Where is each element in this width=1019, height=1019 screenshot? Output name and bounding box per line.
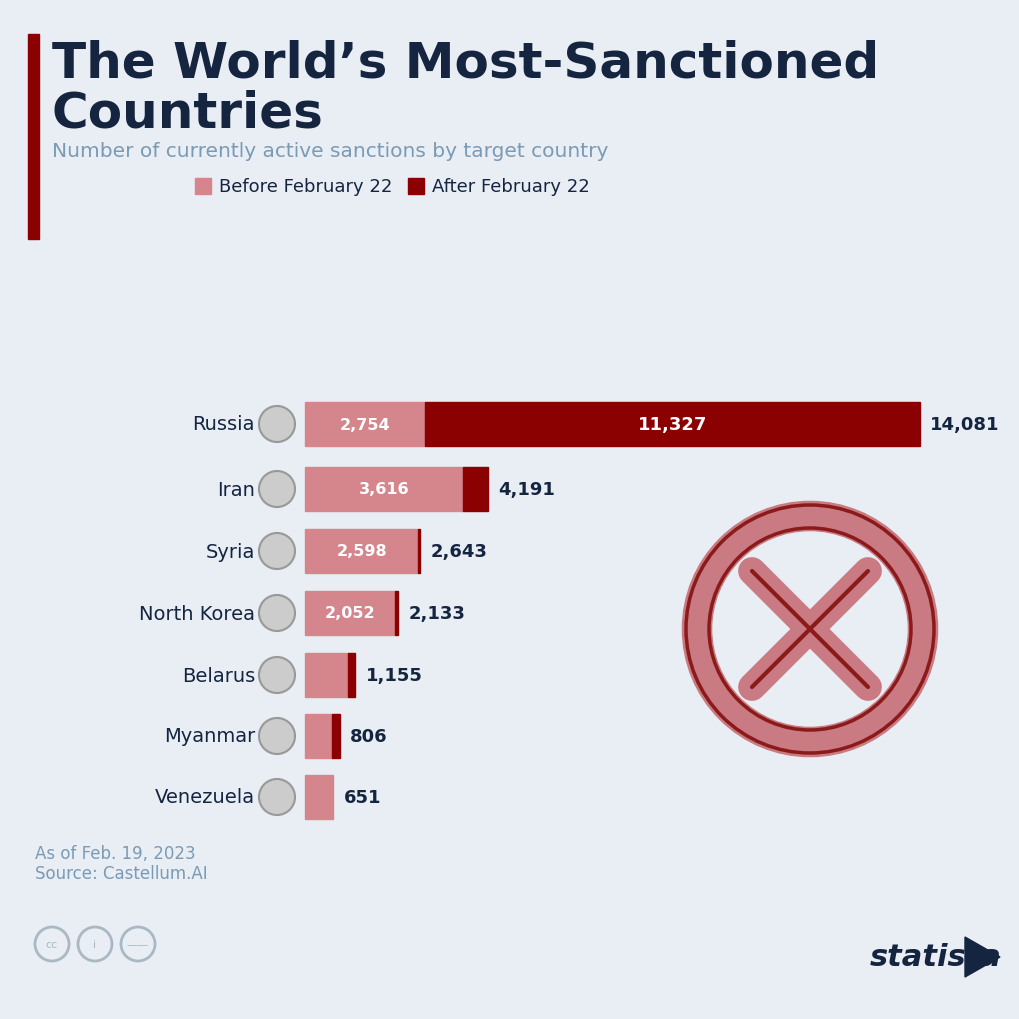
Bar xyxy=(418,530,420,574)
Text: Myanmar: Myanmar xyxy=(164,727,255,746)
Polygon shape xyxy=(964,937,999,977)
Text: Venezuela: Venezuela xyxy=(155,788,255,807)
Text: statista: statista xyxy=(869,943,1001,971)
Bar xyxy=(305,591,394,636)
Bar xyxy=(28,35,39,239)
Text: After February 22: After February 22 xyxy=(432,178,589,196)
Text: 2,598: 2,598 xyxy=(336,544,386,559)
Bar xyxy=(425,403,919,446)
Text: Russia: Russia xyxy=(193,415,255,434)
Text: 651: 651 xyxy=(343,789,380,806)
Bar xyxy=(305,403,425,446)
Circle shape xyxy=(259,534,294,570)
Text: Source: Castellum.AI: Source: Castellum.AI xyxy=(35,864,208,882)
Text: ——: —— xyxy=(126,940,149,949)
Text: 14,081: 14,081 xyxy=(929,416,999,433)
Circle shape xyxy=(259,595,294,632)
Text: Syria: Syria xyxy=(206,542,255,560)
Bar xyxy=(305,468,463,512)
Bar xyxy=(305,775,333,819)
Bar xyxy=(305,530,418,574)
Bar xyxy=(305,653,347,697)
Text: 3,616: 3,616 xyxy=(359,482,409,497)
Bar xyxy=(305,714,332,758)
Text: i: i xyxy=(94,940,97,949)
Text: cc: cc xyxy=(46,940,58,949)
Text: 2,754: 2,754 xyxy=(339,417,390,432)
Circle shape xyxy=(259,657,294,693)
Text: Countries: Countries xyxy=(52,90,324,138)
Bar xyxy=(463,468,487,512)
Text: 806: 806 xyxy=(350,728,387,745)
Text: 2,643: 2,643 xyxy=(430,542,487,560)
Circle shape xyxy=(688,508,930,750)
Circle shape xyxy=(259,407,294,442)
Bar xyxy=(408,178,424,195)
Bar xyxy=(195,178,211,195)
Text: North Korea: North Korea xyxy=(139,604,255,623)
Text: Before February 22: Before February 22 xyxy=(219,178,392,196)
Text: 11,327: 11,327 xyxy=(637,416,706,433)
Text: Iran: Iran xyxy=(217,480,255,499)
Text: 1,155: 1,155 xyxy=(365,666,422,685)
Text: 4,191: 4,191 xyxy=(497,481,554,498)
Text: Belarus: Belarus xyxy=(181,665,255,685)
Text: 2,052: 2,052 xyxy=(324,606,375,621)
Text: 2,133: 2,133 xyxy=(408,604,465,623)
Bar xyxy=(332,714,340,758)
Circle shape xyxy=(259,472,294,507)
Circle shape xyxy=(259,780,294,815)
Text: The World’s Most-Sanctioned: The World’s Most-Sanctioned xyxy=(52,40,878,88)
Text: As of Feb. 19, 2023: As of Feb. 19, 2023 xyxy=(35,844,196,862)
Bar xyxy=(347,653,355,697)
Bar xyxy=(394,591,397,636)
Text: Number of currently active sanctions by target country: Number of currently active sanctions by … xyxy=(52,142,607,161)
Circle shape xyxy=(259,718,294,754)
